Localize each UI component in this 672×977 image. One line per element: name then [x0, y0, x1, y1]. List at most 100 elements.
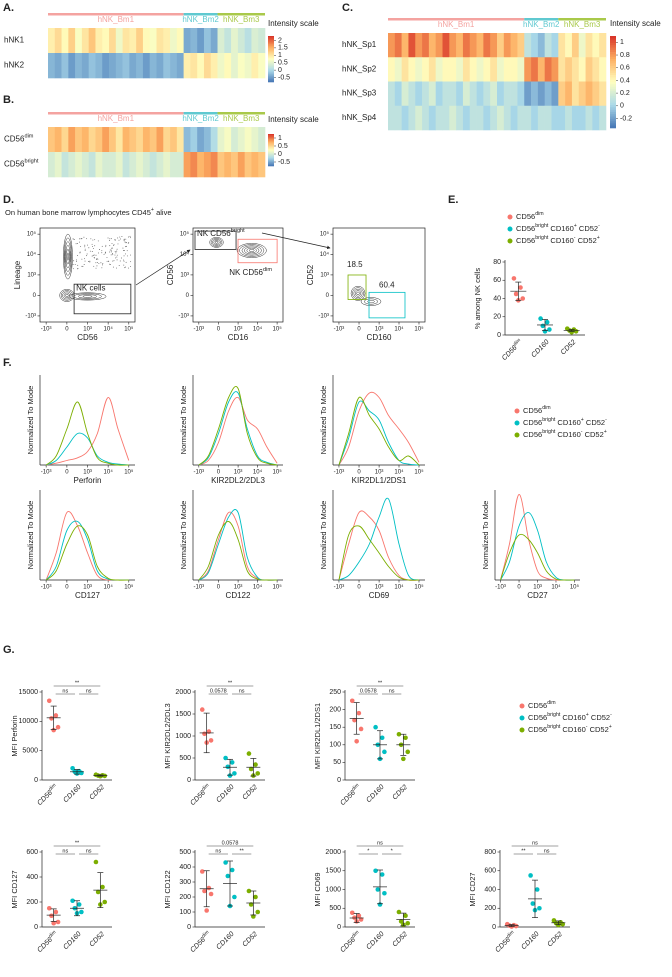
colorbar-slice — [268, 62, 274, 64]
category-label: CD52 — [88, 784, 106, 802]
colorbar-slice — [610, 77, 616, 80]
y-tick-label: 400 — [179, 864, 191, 871]
event-dot — [95, 267, 97, 269]
colorbar-slice — [268, 40, 274, 43]
heat-cell — [497, 57, 505, 82]
colorbar-slice — [268, 54, 274, 56]
data-point — [354, 738, 359, 744]
event-dot — [100, 262, 102, 264]
event-dot — [72, 264, 74, 266]
colorbar-slice — [610, 61, 616, 64]
colorbar-slice — [610, 36, 616, 39]
legend-label: CD56bright CD160+ CD52- — [523, 417, 607, 427]
colorbar-slice — [268, 134, 274, 136]
heat-cell — [408, 33, 416, 58]
text-part: CD160 — [555, 430, 580, 439]
heat-cell — [149, 28, 157, 54]
event-dot — [95, 254, 97, 256]
superscript: - — [574, 235, 576, 241]
y-tick-label: -10³ — [178, 313, 189, 319]
data-point — [358, 726, 364, 732]
contour — [239, 244, 265, 257]
event-dot — [97, 240, 99, 242]
heat-cell — [217, 28, 225, 54]
event-dot — [103, 253, 105, 255]
superscript: + — [151, 207, 154, 213]
colorbar-slice — [268, 141, 274, 143]
heat-cell — [61, 127, 69, 153]
heat-cell — [217, 53, 225, 79]
event-dot — [91, 255, 93, 257]
y-tick-label: 500 — [179, 849, 191, 856]
heat-cell — [503, 81, 511, 107]
heat-cell — [244, 127, 252, 153]
contour — [63, 237, 72, 276]
panel-label: B. — [3, 94, 14, 106]
plot-frame — [332, 227, 426, 323]
superscript: + — [609, 724, 612, 730]
colorbar-slice — [610, 45, 616, 48]
colorbar-slice — [268, 145, 274, 147]
heat-cell — [599, 81, 607, 107]
colorbar-slice — [610, 59, 616, 62]
y-tick-label: 600 — [484, 868, 496, 875]
heat-cell — [190, 152, 198, 178]
data-point — [223, 860, 228, 865]
heat-cell — [422, 57, 430, 82]
heat-cell — [176, 127, 184, 153]
contour — [59, 289, 75, 302]
data-point — [206, 885, 212, 891]
data-point — [544, 319, 550, 325]
sig-label: ** — [228, 680, 233, 686]
histogram-curve — [338, 391, 420, 466]
data-point — [375, 887, 381, 892]
event-dot — [101, 245, 103, 247]
heat-cell — [449, 57, 457, 82]
sig-label: 0.0578 — [360, 688, 377, 694]
superscript: bright — [24, 159, 38, 165]
data-point — [229, 760, 235, 765]
event-dot — [81, 258, 83, 260]
contour — [360, 297, 382, 306]
heat-cell — [156, 127, 164, 153]
heat-cell — [224, 152, 232, 178]
heat-cell — [483, 105, 491, 131]
colorbar-slice — [610, 107, 616, 110]
y-axis-label: Normalized To Mode — [319, 501, 328, 570]
colorbar-slice — [268, 146, 274, 148]
superscript: dim — [505, 929, 515, 939]
data-point — [49, 716, 54, 721]
colorbar-slice — [268, 68, 274, 70]
row-label: hNK2 — [4, 61, 25, 70]
cluster-label: hNK_Bm3 — [564, 20, 601, 29]
data-point — [537, 905, 542, 911]
event-dot — [83, 264, 85, 265]
heat-cell — [558, 33, 566, 58]
colorbar-slice — [268, 152, 274, 154]
category-label: CD52 — [546, 931, 564, 949]
x-tick-label: 0 — [517, 585, 521, 591]
event-dot — [105, 251, 106, 253]
y-axis-label: MFI CD127 — [10, 870, 19, 908]
data-point — [51, 920, 56, 926]
colorbar-slice — [610, 75, 616, 78]
x-tick-label: 10⁵ — [570, 584, 580, 591]
heat-cell — [449, 33, 457, 58]
heat-cell — [531, 33, 539, 58]
y-axis-label: CD52 — [306, 264, 315, 285]
event-dot — [76, 243, 78, 245]
cluster-bar — [183, 112, 218, 115]
text-part: CD160 — [555, 418, 580, 427]
superscript: bright — [231, 229, 245, 235]
heat-cell — [565, 57, 573, 82]
data-point — [253, 762, 258, 767]
data-point — [373, 868, 378, 874]
colorbar-tick-label: -0.2 — [620, 115, 632, 122]
contour — [244, 246, 260, 255]
heat-cell — [428, 81, 436, 107]
heat-cell — [490, 33, 498, 58]
event-dot — [109, 249, 111, 251]
heat-cell — [524, 105, 532, 131]
contour — [354, 290, 362, 297]
histogram-curve — [198, 391, 278, 466]
